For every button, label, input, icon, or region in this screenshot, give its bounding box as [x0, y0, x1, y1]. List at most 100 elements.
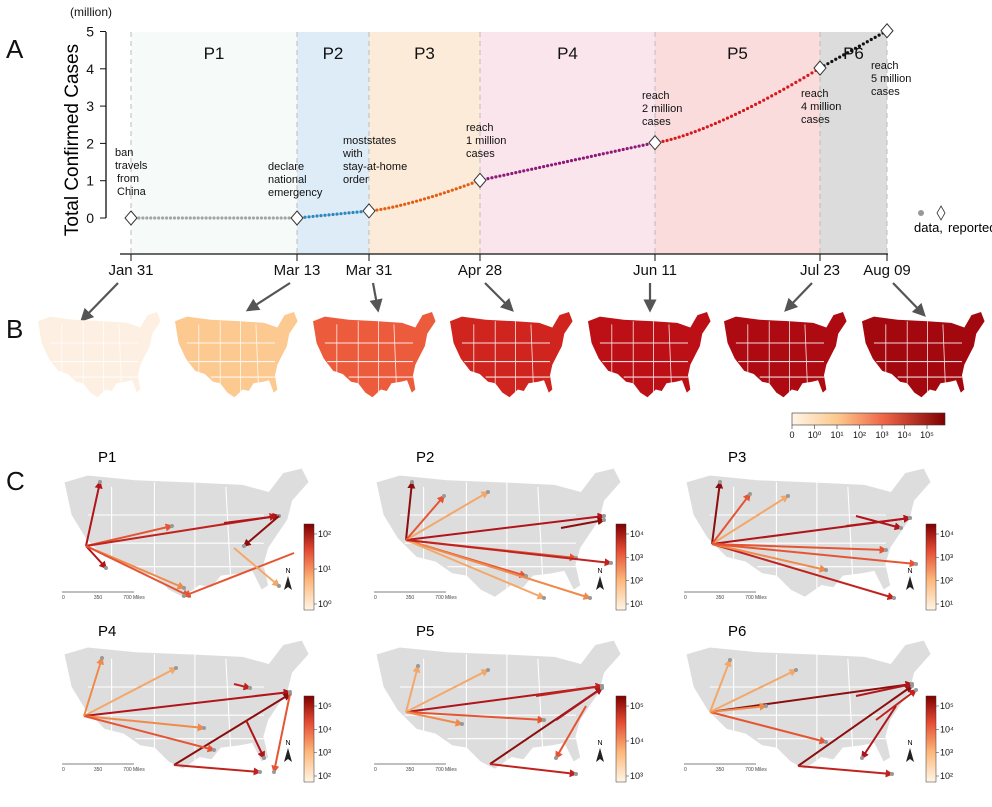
flow-node — [104, 566, 108, 570]
scale-bar-label: 0 — [62, 767, 65, 773]
data-point-p4 — [645, 142, 649, 146]
flow-arrow — [405, 494, 446, 541]
state-borders — [735, 321, 824, 393]
flow-node — [262, 756, 266, 760]
data-point-p1 — [200, 216, 204, 220]
data-point-p5 — [693, 129, 697, 134]
scale-bar-label: 350 — [716, 767, 725, 773]
flow-arrow — [875, 689, 918, 721]
flow-arrow — [709, 702, 768, 713]
flow-node — [588, 596, 592, 600]
milestone-marker — [473, 172, 487, 189]
flow-arrow — [405, 669, 490, 713]
flow-node — [574, 772, 578, 776]
milestone-marker — [813, 60, 827, 76]
scale-bar-label: 700 Miles — [435, 595, 457, 601]
north-label: N — [597, 740, 602, 747]
scale-bar: 0 350 700 Miles — [374, 763, 457, 773]
flow-node — [600, 686, 604, 690]
us-basemap — [62, 466, 311, 599]
flow-arrow — [233, 682, 252, 691]
flow-node — [860, 756, 864, 760]
north-arrow-icon: N — [284, 740, 292, 762]
data-point-p5 — [745, 106, 750, 111]
date-to-map-arrows — [80, 282, 926, 322]
data-point-p5 — [661, 139, 665, 143]
milestone-label: reach 2 million cases — [642, 90, 682, 128]
data-point-p1 — [157, 216, 161, 220]
y-axis-label: Total Confirmed Cases — [62, 44, 83, 236]
data-point-p2 — [339, 212, 343, 216]
y-tick-label: 5 — [86, 24, 94, 40]
flow-colorbar-tick-label: 10⁴ — [940, 529, 954, 539]
data-point-p5 — [677, 135, 681, 139]
data-point-p1 — [141, 216, 145, 220]
data-point-p3 — [383, 207, 387, 211]
flow-node — [908, 516, 912, 520]
data-point-p4 — [601, 152, 605, 156]
data-point-p2 — [327, 213, 331, 217]
y-axis — [105, 32, 888, 255]
phase-band-p4 — [480, 32, 655, 254]
data-point-p2 — [359, 210, 363, 214]
data-point-p6 — [842, 53, 846, 57]
data-point-p5 — [758, 100, 762, 104]
data-point-p5 — [669, 137, 673, 142]
data-point-p1 — [164, 216, 169, 220]
milestone-label-line: 2 million — [642, 103, 682, 115]
milestone-label-line: ban — [115, 147, 133, 159]
data-point-p5 — [794, 80, 798, 85]
data-point-p1 — [196, 216, 200, 220]
data-point-p4 — [561, 160, 566, 164]
flow-map-p1 — [62, 466, 311, 599]
data-point-p1 — [283, 216, 287, 220]
data-point-p3 — [442, 191, 446, 195]
flow-arrow — [711, 492, 751, 545]
data-point-p2 — [319, 214, 323, 218]
choropleth-map — [175, 312, 298, 398]
x-tick-label: Jun 11 — [633, 262, 677, 279]
scale-bar: 0 350 700 Miles — [62, 591, 145, 601]
arrow — [892, 282, 926, 317]
data-point-p3 — [422, 197, 427, 201]
north-label: N — [285, 568, 290, 575]
data-point-p3 — [466, 183, 470, 187]
data-point-p2 — [347, 211, 351, 215]
milestone-label: reach 1 million cases — [466, 122, 506, 160]
flow-arrow — [83, 715, 206, 732]
flow-map-label: P3 — [728, 449, 746, 466]
data-point-p3 — [434, 193, 438, 197]
flow-colorbar-tick-label: 10⁵ — [318, 701, 332, 711]
north-arrow-shape — [284, 576, 292, 590]
data-point-p4 — [514, 171, 518, 175]
flow-arrow — [711, 543, 828, 573]
flow-map-label: P1 — [98, 449, 116, 466]
flow-arrow — [489, 763, 578, 778]
x-tick-label: Mar 13 — [274, 262, 321, 279]
north-label: N — [597, 568, 602, 575]
colorbar-tick-label: 10⁰ — [808, 430, 822, 440]
phase-label-p3: P3 — [414, 44, 435, 63]
flow-colorbar-tick-label: 10¹ — [940, 599, 953, 609]
data-point-p4 — [629, 146, 633, 150]
flow-map-label: P4 — [98, 623, 116, 640]
milestone-label-line: cases — [642, 116, 671, 128]
data-point-p1 — [204, 216, 208, 220]
data-point-p2 — [351, 210, 355, 215]
scale-bar-label: 700 Miles — [745, 767, 767, 773]
data-point-p1 — [287, 216, 291, 220]
colorbar-tick-label: 0 — [789, 430, 794, 440]
phase-bands: P1 P2 P3 P4 P5 P6 — [130, 32, 888, 254]
us-map-fill — [588, 312, 711, 398]
y-tick-label: 1 — [86, 173, 94, 189]
flow-colorbar-tick-label: 10² — [630, 576, 643, 586]
data-point-p6 — [849, 48, 854, 53]
flow-colorbar-tick-label: 10¹ — [318, 564, 331, 574]
flow-arrow — [173, 764, 262, 776]
flow-colorbar-tick-label: 10³ — [630, 771, 643, 781]
data-point-p5 — [770, 94, 774, 98]
data-point-p1 — [176, 216, 181, 220]
data-point-p6 — [838, 55, 842, 59]
flow-colorbar-tick-label: 10⁵ — [940, 701, 954, 711]
milestone-label-line: 1 million — [466, 135, 506, 147]
